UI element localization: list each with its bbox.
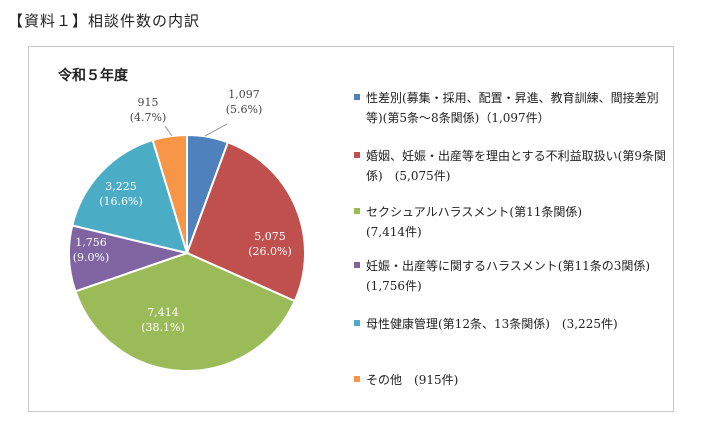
legend-label: 婚姻、妊娠・出産等を理由とする不利益取扱い(第9条関係): [366, 149, 666, 183]
slice-value-label: 5,075: [254, 230, 286, 243]
slice-other: [151, 133, 188, 254]
leader-line-other: [164, 125, 173, 137]
slice-percent-label: (26.0%): [248, 245, 292, 258]
slice-marriage-pregnancy: [185, 141, 306, 303]
legend-item-sexual-harassment: セクシュアルハラスメント(第11条関係) (7,414件): [352, 202, 672, 242]
legend-label: その他: [366, 373, 403, 387]
legend-swatch: [354, 152, 360, 158]
page-heading: 【資料１】相談件数の内訳: [8, 12, 201, 30]
legend-item-sex-discrimination: 性差別(募集・採用、配置・昇進、教育訓練、間接差別等)(第5条～8条関係)（1,…: [352, 88, 672, 128]
slice-percent-label: (5.6%): [226, 103, 263, 116]
legend-item-other: その他 (915件): [352, 370, 672, 390]
legend-item-marriage-pregnancy: 婚姻、妊娠・出産等を理由とする不利益取扱い(第9条関係) (5,075件): [352, 146, 672, 186]
legend-item-maternity-harassment: 妊娠・出産等に関するハラスメント(第11条の3関係) (1,756件): [352, 256, 672, 296]
legend-value: （1,097件）: [479, 111, 550, 125]
legend-swatch: [354, 262, 360, 268]
legend-value: (915件): [414, 373, 459, 387]
legend-item-maternal-health: 母性健康管理(第12条、13条関係) (3,225件): [352, 314, 672, 334]
slice-percent-label: (4.7%): [130, 111, 167, 124]
chart-title: 令和５年度: [58, 68, 128, 84]
slice-value-label: 1,756: [75, 236, 107, 249]
legend-value: (5,075件): [394, 169, 451, 183]
legend-label: 性差別(募集・採用、配置・昇進、教育訓練、間接差別等)(第5条～8条関係): [366, 91, 659, 125]
slice-value-label: 1,097: [228, 88, 260, 101]
legend-value: (1,756件): [366, 279, 422, 293]
slice-percent-label: (16.6%): [99, 195, 143, 208]
slice-value-label: 3,225: [105, 180, 137, 193]
legend-value: (3,225件): [561, 317, 618, 331]
legend-swatch: [354, 320, 360, 326]
slice-sexual-harassment: [74, 251, 297, 372]
slice-maternal-health: [71, 138, 189, 255]
legend-swatch: [354, 94, 360, 100]
legend-label: セクシュアルハラスメント(第11条関係): [366, 205, 583, 219]
legend-swatch: [354, 376, 360, 382]
legend-value: (7,414件): [366, 225, 422, 239]
slice-percent-label: (38.1%): [141, 321, 185, 334]
slice-percent-label: (9.0%): [73, 251, 110, 264]
leader-line-sex-discrimination: [204, 123, 228, 137]
legend-label: 妊娠・出産等に関するハラスメント(第11条の3関係): [366, 259, 651, 273]
legend-label: 母性健康管理(第12条、13条関係): [366, 317, 550, 331]
chart-frame: [28, 46, 674, 412]
slice-value-label: 7,414: [147, 306, 179, 319]
legend-swatch: [354, 208, 360, 214]
slice-value-label: 915: [138, 96, 159, 109]
